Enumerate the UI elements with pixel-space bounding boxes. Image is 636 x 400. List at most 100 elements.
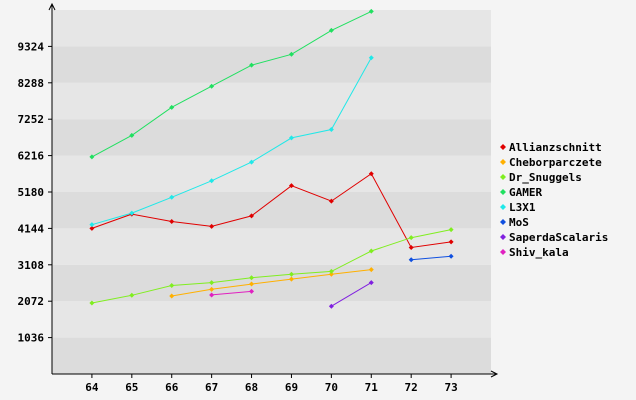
x-tick-label: 71	[365, 381, 379, 394]
series-saperdascalaris	[328, 280, 374, 309]
data-point	[368, 171, 374, 177]
data-point	[368, 248, 374, 254]
x-tick-label: 64	[85, 381, 99, 394]
grid-band	[52, 155, 491, 192]
series-cheborparczete	[169, 267, 374, 299]
data-point	[89, 154, 95, 160]
data-point	[209, 83, 215, 89]
legend-label: MoS	[509, 216, 529, 229]
data-point	[129, 292, 135, 298]
data-point	[368, 55, 374, 61]
data-point	[169, 282, 175, 288]
data-point	[209, 292, 215, 298]
legend-swatch	[500, 234, 506, 240]
y-tick-label: 3108	[18, 259, 45, 272]
data-point	[408, 235, 414, 241]
data-point	[368, 267, 374, 273]
series-line	[91, 10, 372, 158]
data-point	[448, 227, 454, 233]
series-l3x1	[89, 55, 374, 228]
data-point	[129, 210, 135, 216]
legend-swatch	[500, 189, 506, 195]
series-shiv-kala	[209, 288, 255, 298]
y-tick-label: 6216	[18, 150, 45, 163]
data-point	[169, 194, 175, 200]
data-point	[249, 213, 255, 219]
data-point	[249, 281, 255, 287]
x-tick-label: 68	[245, 381, 258, 394]
y-tick-label: 4144	[18, 222, 45, 235]
legend-item: L3X1	[500, 201, 536, 214]
data-point	[249, 159, 255, 165]
legend-label: Cheborparczete	[509, 156, 602, 169]
legend-swatch	[500, 174, 506, 180]
legend-item: SaperdaScalaris	[500, 231, 608, 244]
data-point	[249, 62, 255, 68]
x-tick-label: 67	[205, 381, 218, 394]
data-point	[288, 51, 294, 57]
legend-item: GAMER	[500, 186, 542, 199]
y-tick-label: 2072	[18, 295, 45, 308]
y-tick-label: 1036	[18, 332, 45, 345]
legend: Allianzschnitt Cheborparczete Dr_Snuggels G…	[500, 141, 608, 259]
data-point	[368, 280, 374, 286]
data-point	[328, 126, 334, 132]
y-tick-label: 9324	[18, 40, 45, 53]
data-point	[328, 27, 334, 33]
data-point	[89, 300, 95, 306]
legend-label: Shiv_kala	[509, 246, 569, 259]
legend-swatch	[500, 159, 506, 165]
legend-label: L3X1	[509, 201, 536, 214]
x-tick-label: 69	[285, 381, 298, 394]
data-point	[288, 135, 294, 141]
series-line	[91, 57, 372, 226]
x-tick-label: 65	[125, 381, 138, 394]
grid-band	[52, 10, 491, 47]
legend-item: MoS	[500, 216, 529, 229]
legend-swatch	[500, 249, 506, 255]
data-point	[209, 280, 215, 286]
data-point	[328, 198, 334, 204]
data-point	[328, 268, 334, 274]
y-tick-label: 7252	[18, 113, 45, 126]
series-line	[91, 172, 452, 249]
legend-label: Allianzschnitt	[509, 141, 602, 154]
series-line	[331, 282, 372, 307]
series-line	[211, 290, 252, 296]
series-line	[91, 229, 452, 304]
data-point	[129, 132, 135, 138]
x-tick-label: 73	[444, 381, 457, 394]
grid-band	[52, 264, 491, 302]
y-tick-label: 5180	[18, 186, 45, 199]
grid-band	[52, 337, 491, 374]
y-tick-label: 8288	[18, 77, 45, 90]
data-point	[368, 8, 374, 14]
series-lines	[89, 8, 454, 309]
legend-swatch	[500, 219, 506, 225]
data-point	[209, 178, 215, 184]
data-point	[448, 253, 454, 259]
legend-swatch	[500, 204, 506, 210]
grid-band	[52, 228, 491, 265]
data-point	[408, 245, 414, 251]
data-point	[328, 271, 334, 277]
legend-label: SaperdaScalaris	[509, 231, 608, 244]
legend-item: Cheborparczete	[500, 156, 602, 169]
legend-item: Allianzschnitt	[500, 141, 602, 154]
data-point	[328, 303, 334, 309]
legend-label: GAMER	[509, 186, 542, 199]
legend-swatch	[500, 144, 506, 150]
series-line	[411, 255, 452, 261]
y-axis-ticks: 1036 2072 3108 4144 5180 6216 7252 8288 9324	[18, 40, 52, 345]
data-point	[288, 276, 294, 282]
axes	[48, 2, 499, 378]
series-dr-snuggels	[89, 227, 454, 306]
legend-label: Dr_Snuggels	[509, 171, 582, 184]
data-point	[448, 239, 454, 245]
data-point	[169, 293, 175, 299]
data-point	[169, 104, 175, 110]
legend-item: Shiv_kala	[500, 246, 569, 259]
grid-band	[52, 46, 491, 83]
x-axis-ticks: 64 65 66 67 68 69 70 71 72 73	[85, 374, 458, 394]
